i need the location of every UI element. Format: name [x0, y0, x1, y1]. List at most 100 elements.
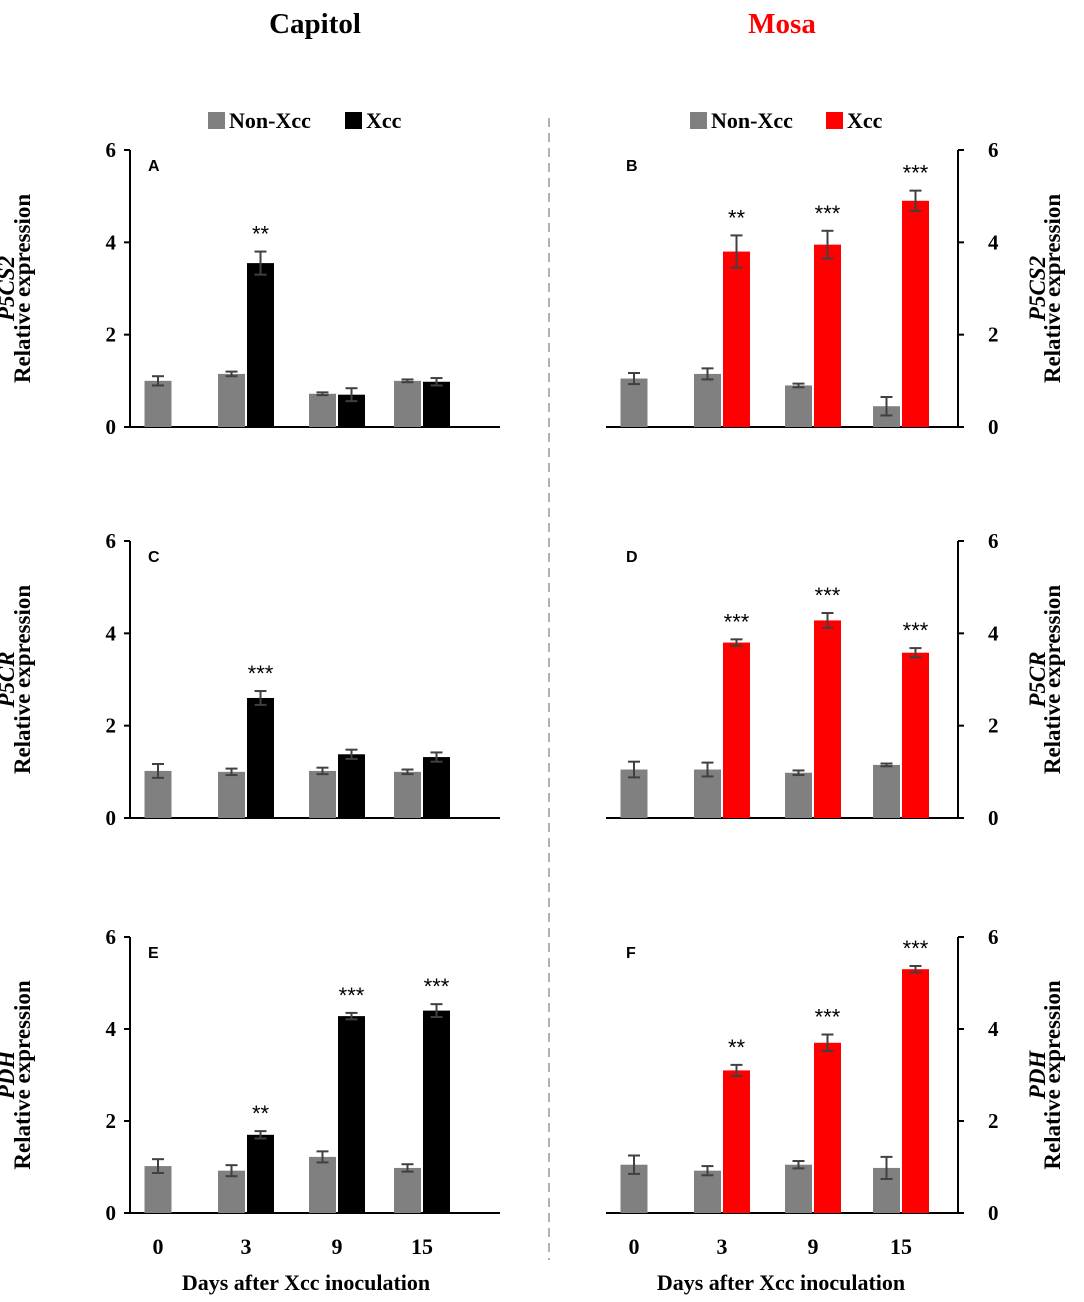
error-bar	[909, 964, 922, 974]
significance-marker: **	[252, 1101, 270, 1126]
error-bar	[225, 1164, 238, 1178]
legend-swatch-xcc	[345, 112, 362, 129]
error-bar	[628, 371, 640, 386]
bar-xcc	[247, 697, 274, 818]
gene-label: P5CR	[1025, 651, 1050, 708]
bar-non-xcc	[218, 373, 245, 427]
error-bar	[701, 367, 714, 381]
bar-xcc	[723, 642, 750, 818]
y-axis-title: Relative expression	[10, 194, 35, 384]
y-tick-label: 2	[988, 1109, 999, 1133]
bar-non-xcc	[218, 771, 245, 818]
y-tick-label: 2	[988, 323, 999, 347]
y-axis-title: Relative expression	[1040, 585, 1065, 775]
error-bar	[316, 391, 329, 397]
significance-marker: ***	[815, 201, 841, 226]
y-tick-label: 4	[988, 230, 999, 254]
legend-capitol: Non-Xcc Xcc	[208, 108, 402, 133]
error-bar	[430, 1003, 443, 1019]
bar-non-xcc	[620, 378, 648, 427]
error-bar	[880, 762, 893, 768]
y-tick-label: 0	[106, 806, 117, 830]
error-bar	[316, 1150, 329, 1164]
bar-non-xcc	[394, 771, 421, 818]
significance-marker: ***	[724, 609, 750, 634]
legend-label-xcc: Xcc	[847, 108, 883, 133]
panel-letter: A	[148, 158, 160, 175]
significance-marker: ***	[903, 618, 929, 643]
legend-swatch-xcc	[826, 112, 843, 129]
bar-non-xcc	[218, 1170, 245, 1213]
panel-letter: D	[626, 549, 638, 566]
x-tick-label: 9	[808, 1234, 819, 1259]
legend-label-xcc: Xcc	[366, 108, 402, 133]
y-tick-label: 4	[988, 1017, 999, 1041]
y-tick-label: 0	[106, 1201, 117, 1225]
y-axis-title: Relative expression	[1040, 980, 1065, 1170]
error-bar	[152, 375, 164, 387]
panel-letter: C	[148, 549, 160, 566]
bar-xcc	[902, 969, 929, 1213]
error-bar	[792, 769, 805, 777]
significance-marker: ***	[815, 583, 841, 608]
error-bar	[880, 395, 893, 417]
bar-non-xcc	[785, 385, 812, 427]
significance-marker: ***	[815, 1005, 841, 1030]
bar-xcc	[423, 1010, 450, 1213]
error-bar	[401, 1163, 414, 1173]
significance-marker: ***	[248, 661, 274, 686]
error-bar	[152, 762, 164, 779]
significance-marker: ***	[424, 974, 450, 999]
error-bar	[628, 760, 640, 779]
legend-label-non-xcc: Non-Xcc	[229, 108, 311, 133]
error-bar	[909, 647, 922, 659]
error-bar	[701, 1165, 714, 1177]
error-bar	[401, 768, 414, 776]
bar-non-xcc	[873, 764, 900, 818]
error-bar	[225, 767, 238, 777]
error-bar	[909, 189, 922, 212]
gene-label: PDH	[0, 1050, 19, 1101]
y-tick-label: 2	[106, 1109, 117, 1133]
error-bar	[345, 1011, 358, 1021]
x-tick-label: 0	[153, 1234, 164, 1259]
bar-non-xcc	[309, 393, 336, 427]
bar-xcc	[423, 757, 450, 818]
bar-non-xcc	[694, 373, 721, 427]
gene-label: P5CS2	[1025, 256, 1050, 322]
bar-xcc	[423, 381, 450, 427]
y-tick-label: 6	[106, 138, 117, 162]
legend-swatch-non-xcc	[208, 112, 225, 129]
error-bar	[628, 1154, 640, 1175]
y-axis-title: Relative expression	[10, 980, 35, 1170]
bar-xcc	[247, 263, 274, 427]
y-tick-label: 2	[106, 714, 117, 738]
error-bar	[701, 761, 714, 778]
error-bar	[821, 612, 834, 629]
bar-non-xcc	[785, 772, 812, 818]
error-bar	[225, 370, 238, 378]
bar-xcc	[723, 251, 750, 427]
panel-letter: F	[626, 945, 636, 962]
legend-swatch-non-xcc	[690, 112, 707, 129]
x-axis-title-capitol: Days after Xcc inoculation	[182, 1270, 430, 1295]
bar-non-xcc	[785, 1164, 812, 1213]
legend-label-non-xcc: Non-Xcc	[711, 108, 793, 133]
x-tick-label: 0	[629, 1234, 640, 1259]
error-bar	[401, 378, 414, 384]
legend-mosa: Non-Xcc Xcc	[690, 108, 883, 133]
error-bar	[821, 229, 834, 260]
y-axis-title: Relative expression	[1040, 194, 1065, 384]
bar-xcc	[814, 244, 841, 427]
bar-xcc	[902, 652, 929, 818]
error-bar	[821, 1033, 834, 1053]
panel-letter: E	[148, 945, 159, 962]
error-bar	[792, 382, 805, 389]
column-title-mosa: Mosa	[748, 8, 816, 40]
error-bar	[430, 751, 443, 763]
